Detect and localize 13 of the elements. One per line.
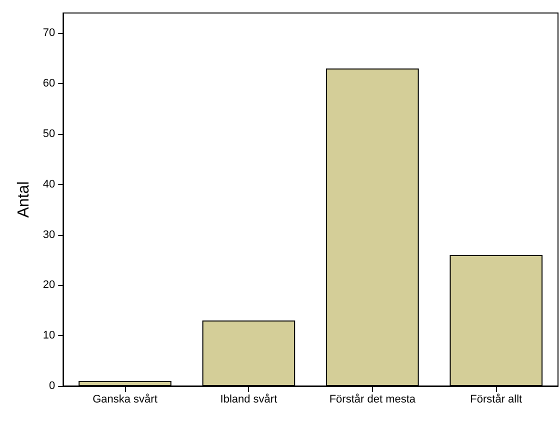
y-axis-title: Antal bbox=[16, 181, 32, 218]
y-tick-label: 10 bbox=[42, 330, 56, 342]
x-tick-label: Förstår allt bbox=[470, 394, 522, 406]
y-tick-label: 50 bbox=[42, 128, 56, 140]
x-tick-label: Förstår det mesta bbox=[329, 394, 416, 406]
y-tick-label: 70 bbox=[42, 27, 56, 40]
x-tick-label: Ganska svårt bbox=[92, 394, 158, 406]
y-tick-label: 60 bbox=[42, 78, 56, 90]
x-tick-label: Ibland svårt bbox=[220, 394, 278, 406]
y-tick-label: 20 bbox=[42, 279, 56, 292]
y-tick-label: 40 bbox=[42, 178, 56, 190]
y-tick-label: 30 bbox=[42, 228, 56, 241]
y-tick-label: 0 bbox=[49, 380, 56, 392]
